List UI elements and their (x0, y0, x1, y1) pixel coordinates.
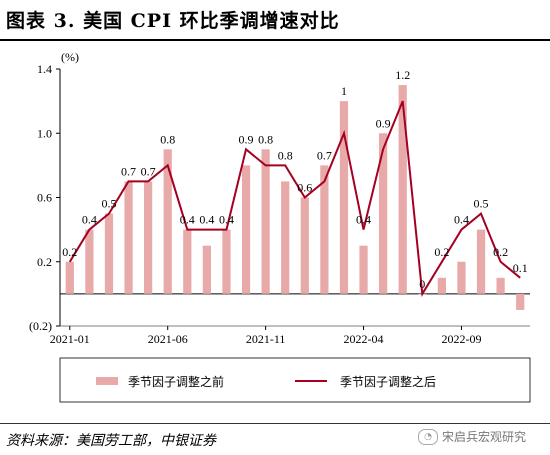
data-label: 0.5 (474, 197, 489, 211)
y-tick-label: 0.6 (37, 191, 52, 205)
bar (379, 133, 388, 294)
bar (85, 229, 94, 294)
data-label: 0.6 (297, 181, 312, 195)
watermark: ◔ 宋启兵宏观研究 (418, 428, 526, 445)
data-label: 0.7 (121, 164, 136, 178)
line-path (68, 100, 521, 297)
data-label: 0.4 (82, 213, 97, 227)
data-label: 0.1 (513, 261, 528, 275)
bar (202, 245, 211, 294)
legend-box (59, 357, 531, 403)
x-tick-label: 2021-06 (148, 332, 188, 346)
data-label: 1.2 (395, 68, 410, 82)
legend-swatch-bar (96, 377, 118, 385)
data-label: 0.4 (356, 213, 371, 227)
data-label: 0.4 (454, 213, 469, 227)
bar (65, 261, 74, 294)
bar (183, 229, 192, 294)
data-label: 0.7 (141, 164, 156, 178)
cpi-chart: 0.2 0.4 0.5 0.7 0.7 0.8 0.4 0.4 0.4 0.9 0.8 0.8 0.6 0… (29, 50, 531, 403)
bar (261, 149, 270, 294)
bar (222, 229, 231, 294)
data-label: 0.8 (278, 148, 293, 162)
bar (359, 245, 368, 294)
x-tick-label: 2022-09 (441, 332, 481, 346)
bar (398, 85, 407, 294)
bar (124, 181, 133, 294)
bar (241, 165, 251, 294)
data-label: 0.4 (219, 213, 234, 227)
data-label: 0.4 (180, 213, 195, 227)
data-label: 0.9 (376, 116, 391, 130)
data-label: 0.7 (317, 148, 332, 162)
bar (281, 181, 290, 294)
wechat-icon: ◔ (418, 428, 438, 445)
bar (104, 213, 114, 294)
y-tick-label: 0.2 (37, 255, 52, 269)
bar (516, 293, 525, 310)
bar (300, 197, 309, 294)
x-tick-label: 2021-11 (246, 332, 286, 346)
data-label: 0.9 (239, 132, 254, 146)
data-label: 0.8 (160, 132, 175, 146)
footer-divider (0, 423, 550, 424)
bar-series (65, 85, 525, 310)
bar (437, 277, 446, 294)
data-label: 0.4 (199, 213, 214, 227)
bar (496, 277, 505, 294)
data-label: 0.5 (101, 197, 116, 211)
y-tick-label: (0.2) (29, 319, 52, 333)
data-label: 0.2 (434, 245, 449, 259)
chart-title: 图表 3. 美国 CPI 环比季调增速对比 (6, 10, 340, 32)
bar (144, 181, 153, 294)
data-label: 0 (419, 277, 425, 291)
axis-ticks: (%) (0.2) 0.2 0.6 1.0 1.4 2021-01 2021-06 2021-1… (29, 50, 481, 346)
y-tick-label: 1.4 (37, 62, 52, 76)
title-divider (0, 39, 550, 41)
data-label: 0.2 (493, 245, 508, 259)
source-note: 资料来源：美国劳工部，中银证券 (6, 433, 216, 449)
x-tick-label: 2021-01 (50, 332, 90, 346)
chart-legend: 季节因子调整之前 季节因子调整之后 (59, 357, 531, 403)
bar (339, 101, 349, 294)
bar (320, 165, 329, 294)
y-unit-label: (%) (61, 50, 79, 64)
watermark-text: 宋启兵宏观研究 (442, 430, 527, 444)
x-tick-label: 2022-04 (344, 332, 384, 346)
data-label: 0.8 (258, 132, 273, 146)
data-label: 1 (341, 84, 347, 98)
bar (476, 229, 486, 294)
legend-label-line: 季节因子调整之后 (340, 374, 436, 389)
bar (163, 149, 172, 294)
legend-label-bar: 季节因子调整之前 (128, 374, 224, 389)
bar (457, 261, 466, 294)
line-series (68, 100, 521, 297)
y-tick-label: 1.0 (37, 126, 52, 140)
data-label: 0.2 (62, 245, 77, 259)
data-labels: 0.2 0.4 0.5 0.7 0.7 0.8 0.4 0.4 0.4 0.9 0.8 0.8 0.6 0… (62, 68, 527, 291)
